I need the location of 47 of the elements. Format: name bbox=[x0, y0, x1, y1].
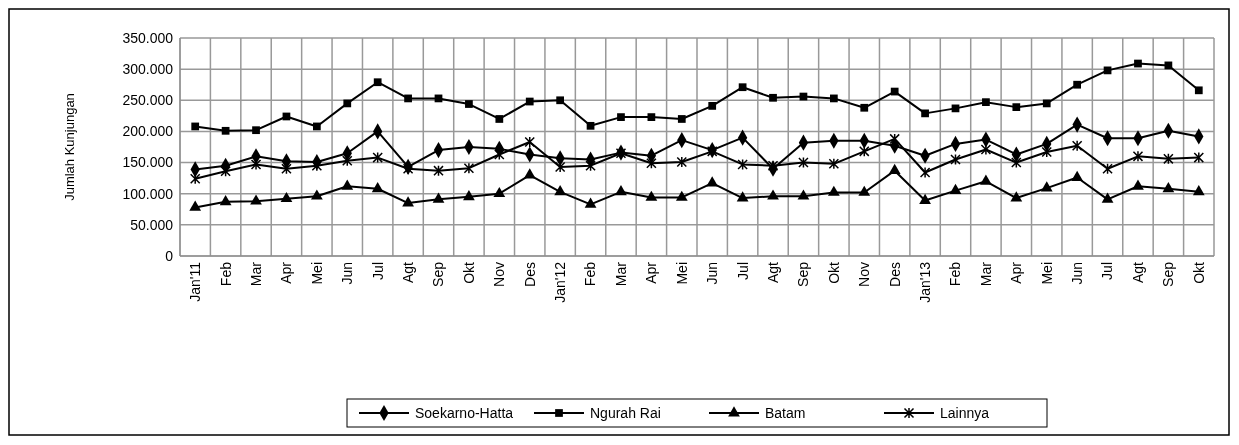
x-tick-label: Mar bbox=[612, 261, 629, 287]
x-tick-label: Mei bbox=[1038, 262, 1055, 285]
y-tick-label: 350.000 bbox=[122, 29, 174, 46]
x-tick-label: Feb bbox=[582, 261, 599, 287]
x-tick-label: Feb bbox=[217, 261, 234, 287]
x-tick-label: Mei bbox=[308, 262, 325, 285]
x-tick-label: Okt bbox=[825, 261, 842, 284]
x-tick-label: Mei bbox=[673, 262, 690, 285]
x-tick-label: Jun bbox=[704, 262, 721, 285]
x-tick-label: Mar bbox=[977, 261, 994, 287]
y-tick-label: 100.000 bbox=[122, 185, 174, 202]
y-tick-label: 50.000 bbox=[130, 216, 174, 233]
x-tick-label: Jan'13 bbox=[916, 261, 933, 303]
x-tick-label: Sep bbox=[430, 261, 447, 287]
y-tick-label: 150.000 bbox=[122, 154, 174, 171]
x-tick-label: Okt bbox=[460, 261, 477, 284]
x-tick-label: Sep bbox=[795, 261, 812, 287]
y-tick-label: 250.000 bbox=[122, 92, 174, 109]
x-tick-label: Des bbox=[886, 262, 903, 287]
x-tick-label: Sep bbox=[1160, 261, 1177, 287]
legend-label: Ngurah Rai bbox=[590, 404, 661, 421]
y-tick-label: 200.000 bbox=[122, 123, 174, 140]
x-tick-label: Jan'12 bbox=[552, 261, 569, 303]
x-tick-label: Jul bbox=[1099, 262, 1116, 280]
x-tick-label: Des bbox=[521, 262, 538, 287]
legend-label: Lainnya bbox=[940, 404, 990, 421]
y-tick-label: 0 bbox=[165, 247, 174, 264]
legend-label: Batam bbox=[765, 404, 806, 421]
x-tick-label: Apr bbox=[1008, 261, 1025, 284]
x-tick-label: Nov bbox=[856, 262, 873, 287]
y-tick-label: 300.000 bbox=[122, 61, 174, 78]
x-tick-label: Apr bbox=[278, 261, 295, 284]
x-tick-label: Nov bbox=[491, 262, 508, 287]
x-tick-label: Jul bbox=[369, 262, 386, 280]
x-tick-label: Mar bbox=[247, 261, 264, 287]
x-tick-label: Jan'11 bbox=[187, 261, 204, 302]
x-tick-label: Okt bbox=[1190, 261, 1207, 284]
x-tick-label: Agt bbox=[764, 261, 781, 284]
y-axis-title: Jumlah Kunjungan bbox=[62, 93, 77, 201]
x-tick-label: Jul bbox=[734, 262, 751, 280]
x-tick-label: Feb bbox=[947, 261, 964, 287]
x-tick-label: Agt bbox=[1129, 261, 1146, 284]
x-tick-label: Jun bbox=[1069, 262, 1086, 285]
x-tick-label: Jun bbox=[339, 262, 356, 285]
legend-label: Soekarno-Hatta bbox=[415, 404, 514, 421]
x-tick-label: Agt bbox=[399, 261, 416, 284]
x-tick-label: Apr bbox=[643, 261, 660, 284]
